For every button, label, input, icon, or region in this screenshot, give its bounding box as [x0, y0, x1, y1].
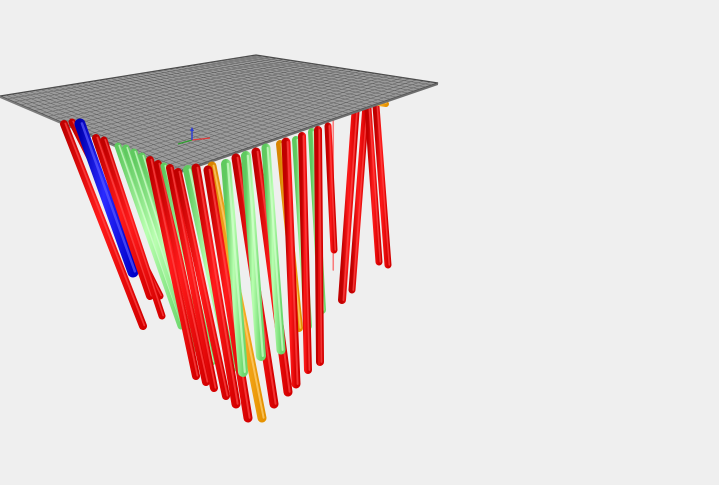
pile-green-18[interactable] — [221, 159, 248, 377]
pile-red-12[interactable] — [166, 164, 218, 392]
pile-red-1[interactable] — [348, 101, 370, 294]
pile-red-15[interactable] — [191, 163, 241, 409]
slab-edge-front — [178, 83, 438, 174]
pile-green-22[interactable] — [261, 143, 286, 355]
pile-red-0[interactable] — [338, 101, 360, 304]
axis-y-icon — [177, 139, 193, 145]
pile-cap-slab[interactable] — [0, 54, 439, 174]
pile-red-13[interactable] — [174, 168, 230, 400]
pile-red-26[interactable] — [298, 132, 312, 374]
pile-red-24[interactable] — [281, 137, 301, 389]
axis-gizmo-icon — [177, 127, 211, 145]
pile-red-3[interactable] — [92, 134, 154, 300]
pile-red-4[interactable] — [100, 136, 166, 320]
pile-red-28[interactable] — [314, 126, 324, 366]
axis-z-arrow-icon — [190, 127, 194, 131]
piles-front-group — [60, 118, 338, 423]
pile-red-3[interactable] — [364, 104, 383, 266]
piles-back-group — [328, 99, 392, 304]
pile-red-2[interactable] — [372, 102, 392, 269]
pile-red-29[interactable] — [324, 122, 338, 254]
pile-red-10[interactable] — [154, 160, 210, 386]
pile-green-20[interactable] — [241, 151, 266, 361]
axis-x-icon — [191, 137, 211, 141]
pile-red-0[interactable] — [60, 120, 147, 330]
pile-blue-2[interactable] — [74, 118, 139, 278]
slab-grid — [5, 55, 433, 171]
pile-red-9[interactable] — [146, 156, 200, 380]
